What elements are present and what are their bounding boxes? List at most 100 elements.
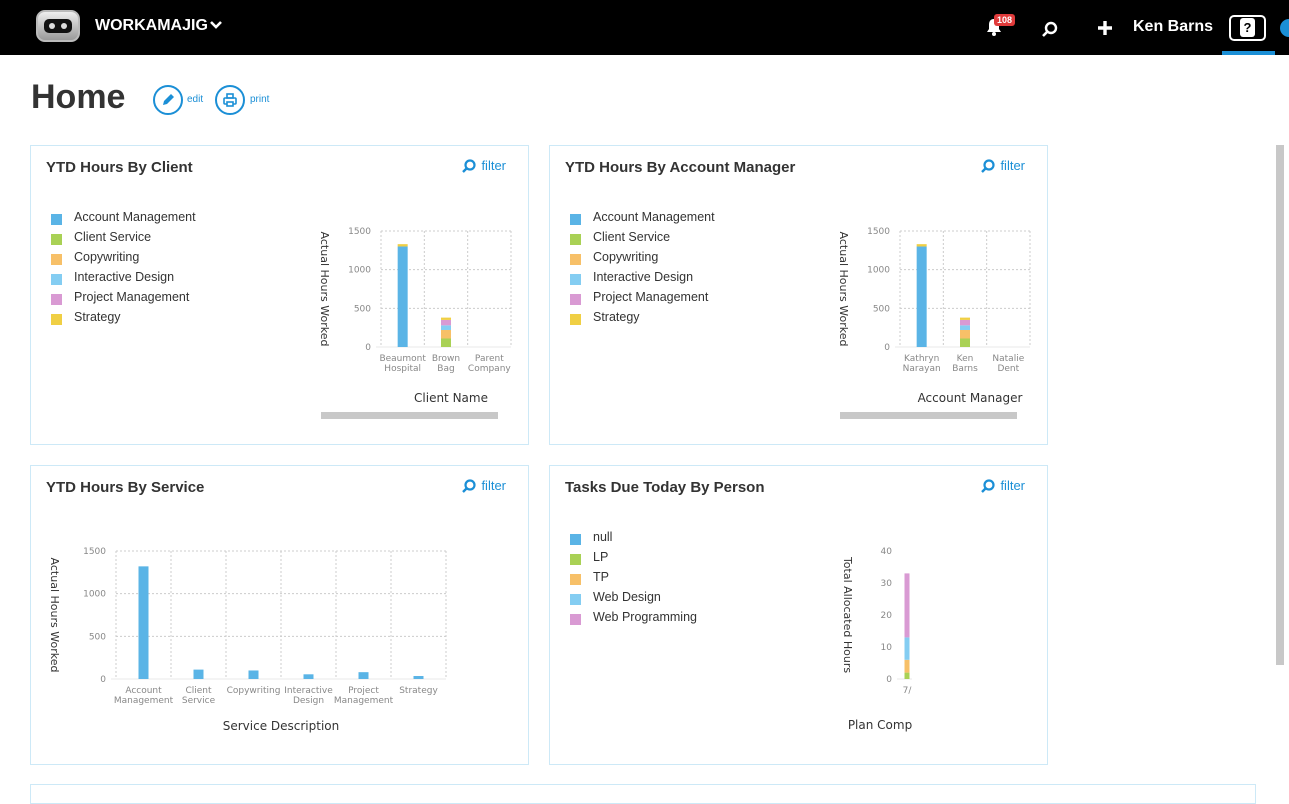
y-tick-label: 1000 <box>83 590 106 600</box>
y-tick-label: 1500 <box>348 227 371 237</box>
print-link[interactable]: print <box>250 94 270 105</box>
bar-segment <box>904 637 910 660</box>
user-name[interactable]: Ken Barns <box>1133 18 1214 35</box>
legend-swatch <box>570 214 581 225</box>
bar-segment <box>413 676 424 679</box>
filter-label: filter <box>1000 478 1025 493</box>
bar-segment <box>960 325 970 330</box>
legend-label: Strategy <box>593 310 640 324</box>
legend-label: Web Design <box>593 590 661 604</box>
bar-segment <box>193 669 204 679</box>
legend-label: Account Management <box>74 210 196 224</box>
legend-swatch <box>570 294 581 305</box>
edit-button[interactable] <box>153 85 183 115</box>
y-tick-label: 0 <box>100 675 106 685</box>
chart-scrollbar[interactable] <box>840 412 1017 419</box>
legend-swatch <box>570 234 581 245</box>
top-nav-bar: WORKAMAJIG 108 Ken Barns ? <box>0 0 1289 55</box>
status-dot-icon[interactable] <box>1280 19 1289 37</box>
x-axis-label: Service Description <box>223 719 340 733</box>
x-tick-label: Design <box>293 696 324 706</box>
y-tick-label: 1500 <box>867 227 890 237</box>
bar-segment <box>441 325 451 330</box>
legend-label: Project Management <box>593 290 709 304</box>
y-tick-label: 1000 <box>348 266 371 276</box>
bar-segment <box>358 672 369 679</box>
legend-swatch <box>51 294 62 305</box>
filter-button[interactable]: filter <box>462 158 506 173</box>
x-tick-label: Hospital <box>384 364 421 374</box>
y-tick-label: 1000 <box>867 266 890 276</box>
search-icon <box>981 479 996 493</box>
bar-segment <box>904 672 910 679</box>
edit-link[interactable]: edit <box>187 94 204 105</box>
y-axis-label: Actual Hours Worked <box>837 232 850 347</box>
bar-segment <box>441 319 451 326</box>
tasks-due-today-panel: Tasks Due Today By Person filter null LP T… <box>549 465 1048 765</box>
legend-swatch <box>570 614 581 625</box>
bar-segment <box>441 317 451 320</box>
filter-button[interactable]: filter <box>462 478 506 493</box>
panel-title: Tasks Due Today By Person <box>565 479 765 496</box>
x-tick-label: Brown <box>432 354 460 364</box>
x-tick-label: Narayan <box>903 364 941 374</box>
legend-label: Copywriting <box>593 250 659 264</box>
x-tick-label: Service <box>182 696 216 706</box>
y-tick-label: 500 <box>89 632 106 642</box>
page-title: Home <box>31 78 126 116</box>
y-tick-label: 0 <box>884 343 890 353</box>
legend-swatch <box>570 254 581 265</box>
bar-segment <box>916 246 927 347</box>
filter-button[interactable]: filter <box>981 478 1025 493</box>
search-icon <box>462 479 477 493</box>
x-tick-label: Account <box>125 686 162 696</box>
legend-swatch <box>570 534 581 545</box>
x-tick-label: Company <box>468 364 511 374</box>
search-icon[interactable] <box>1041 20 1059 38</box>
bar-segment <box>904 659 910 673</box>
legend-label: TP <box>593 570 609 584</box>
filter-label: filter <box>1000 158 1025 173</box>
legend-label: Interactive Design <box>593 270 694 284</box>
x-tick-label: Project <box>348 686 379 696</box>
bar-segment <box>397 244 408 247</box>
bar-segment <box>248 670 259 679</box>
tasks-allocated-hours-chart: 0 10 20 30 40 7/Total Allocated Hours Plan Com… <box>841 547 913 732</box>
help-button[interactable]: ? <box>1229 15 1266 41</box>
ytd-hours-by-client-panel: YTD Hours By Client filter Account Manag… <box>30 145 529 445</box>
chevron-down-icon[interactable] <box>208 17 224 33</box>
legend-label: Project Management <box>74 290 190 304</box>
filter-button[interactable]: filter <box>981 158 1025 173</box>
y-tick-label: 0 <box>365 343 371 353</box>
search-icon <box>462 159 477 173</box>
y-tick-label: 20 <box>881 611 893 621</box>
x-axis-label: Client Name <box>414 391 488 405</box>
x-tick-label: Client <box>185 686 212 696</box>
notification-count-badge: 108 <box>994 14 1016 26</box>
y-tick-label: 30 <box>881 579 893 589</box>
print-button[interactable] <box>215 85 245 115</box>
page-scrollbar[interactable] <box>1276 145 1284 665</box>
add-icon[interactable] <box>1096 19 1114 37</box>
help-icon: ? <box>1240 18 1255 37</box>
pencil-icon <box>163 94 174 105</box>
bar-segment <box>960 319 970 326</box>
legend-swatch <box>51 214 62 225</box>
panel-title: YTD Hours By Client <box>46 159 193 176</box>
y-tick-label: 40 <box>881 547 893 557</box>
bar-segment <box>916 244 927 247</box>
chart-scrollbar[interactable] <box>321 412 498 419</box>
x-tick-label: 7/ <box>903 686 913 696</box>
app-logo-icon[interactable] <box>36 10 80 42</box>
y-tick-label: 1500 <box>83 547 106 557</box>
y-axis-label: Actual Hours Worked <box>48 558 61 673</box>
y-tick-label: 500 <box>873 304 890 314</box>
ytd-hours-by-account-manager-panel: YTD Hours By Account Manager filter Acco… <box>549 145 1048 445</box>
brand-name[interactable]: WORKAMAJIG <box>95 17 208 34</box>
active-indicator <box>1222 51 1275 55</box>
bar-segment <box>441 338 451 347</box>
x-tick-label: Beaumont <box>379 354 426 364</box>
legend-label: Strategy <box>74 310 121 324</box>
